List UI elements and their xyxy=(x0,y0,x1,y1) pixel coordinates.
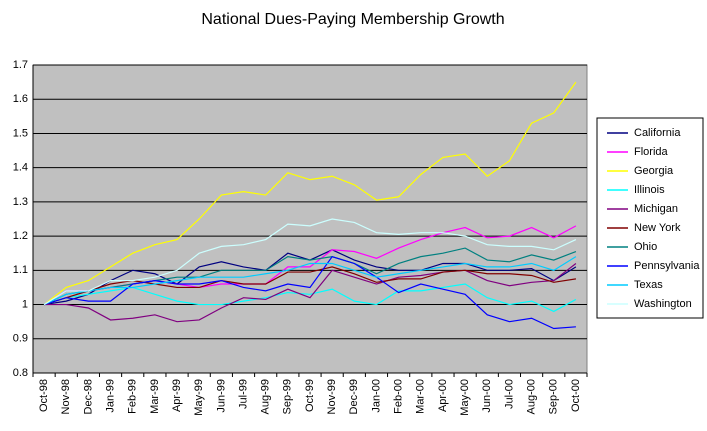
x-tick-label: May-99 xyxy=(193,379,205,416)
x-tick-label: Sep-00 xyxy=(548,379,560,414)
y-tick-label: 1.7 xyxy=(13,59,28,71)
series-line xyxy=(43,81,577,306)
legend-label: Washington xyxy=(634,298,692,310)
x-tick-label: Mar-99 xyxy=(149,379,161,414)
x-tick-label: Feb-99 xyxy=(127,379,139,414)
legend-label: Ohio xyxy=(634,241,657,253)
x-tick-label: Dec-99 xyxy=(348,379,360,414)
x-tick-label: Oct-99 xyxy=(304,379,316,412)
legend-label: Georgia xyxy=(634,165,674,177)
x-tick-label: Oct-98 xyxy=(38,379,50,412)
x-tick-label: Apr-00 xyxy=(437,379,449,412)
x-tick-label: Mar-00 xyxy=(415,379,427,414)
x-tick-label: Jul-99 xyxy=(237,379,249,409)
plot-area xyxy=(32,64,588,374)
y-tick-label: 1.1 xyxy=(13,264,28,276)
legend-label: Pennsylvania xyxy=(634,260,700,272)
x-tick-label: Dec-98 xyxy=(82,379,94,414)
y-tick-label: 1.5 xyxy=(13,127,28,139)
x-tick-label: Apr-99 xyxy=(171,379,183,412)
chart-title: National Dues-Paying Membership Growth xyxy=(201,11,504,28)
x-tick-label: Nov-98 xyxy=(60,379,72,414)
series-line xyxy=(44,263,577,323)
x-tick-label: Aug-00 xyxy=(526,379,538,414)
series-line xyxy=(43,256,577,306)
y-tick-label: 0.8 xyxy=(13,367,28,379)
legend-label: Illinois xyxy=(634,184,665,196)
x-tick-label: Jul-00 xyxy=(503,379,515,409)
legend-label: Texas xyxy=(634,279,663,291)
x-tick-label: Aug-99 xyxy=(260,379,272,414)
x-tick-label: Sep-99 xyxy=(282,379,294,414)
y-tick-label: 0.9 xyxy=(13,333,28,345)
legend-label: New York xyxy=(634,222,681,234)
x-tick-label: May-00 xyxy=(459,379,471,416)
legend-label: Florida xyxy=(634,146,669,158)
x-tick-label: Oct-00 xyxy=(570,379,582,412)
legend-label: Michigan xyxy=(634,203,678,215)
y-tick-label: 1.4 xyxy=(13,162,28,174)
x-tick-label: Feb-00 xyxy=(393,379,405,414)
y-tick-label: 1.3 xyxy=(13,196,28,208)
legend-label: California xyxy=(634,127,681,139)
x-tick-label: Jun-99 xyxy=(215,379,227,413)
y-tick-label: 1.2 xyxy=(13,230,28,242)
x-tick-label: Nov-99 xyxy=(326,379,338,414)
x-tick-label: Jan-00 xyxy=(370,379,382,413)
series-line xyxy=(43,255,576,330)
y-tick-label: 1.6 xyxy=(13,93,28,105)
y-tick-label: 1 xyxy=(22,298,28,310)
x-tick-label: Jan-99 xyxy=(104,379,116,413)
x-tick-label: Jun-00 xyxy=(481,379,493,413)
series-line xyxy=(43,218,577,306)
